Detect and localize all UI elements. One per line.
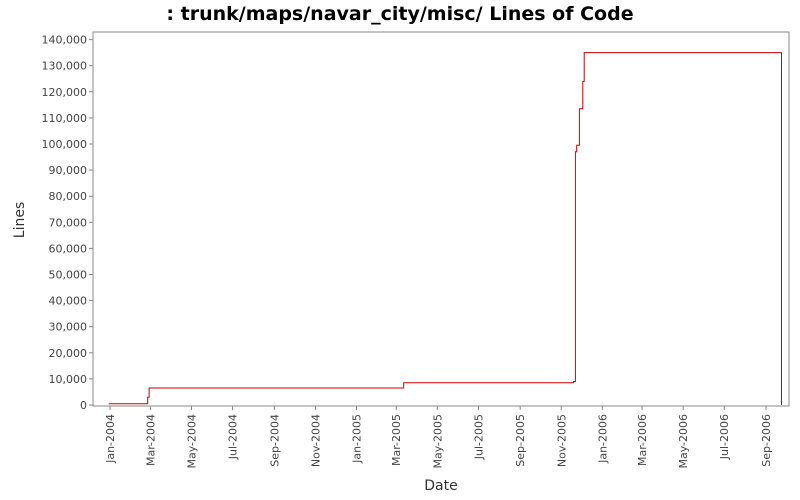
x-tick-label: Mar-2004 [144,414,157,466]
y-axis: 0 10,000 20,000 30,000 40,000 50,000 60,000 70,… [42,34,93,412]
x-axis-label: Date [424,478,457,494]
x-tick-label: Jul-2004 [227,414,240,460]
y-axis-label: Lines [12,202,28,238]
lines-of-code-series [108,52,782,405]
x-tick-label: Jan-2006 [596,414,609,464]
y-tick-label: 70,000 [49,216,88,229]
y-tick-label: 130,000 [42,60,88,73]
x-tick-label: Jan-2005 [351,414,364,464]
y-tick-label: 10,000 [49,373,88,386]
x-tick-label: Jul-2005 [472,414,485,460]
x-tick-label: Jul-2006 [718,414,731,460]
x-tick-label: Mar-2005 [390,414,403,466]
y-tick-label: 60,000 [49,242,88,255]
x-tick-label: May-2006 [677,414,690,469]
y-tick-label: 0 [80,399,87,412]
plot-area [92,31,790,407]
y-tick-label: 110,000 [42,112,88,125]
x-tick-label: May-2004 [185,414,198,469]
y-tick-label: 120,000 [42,86,88,99]
x-tick-label: May-2005 [431,414,444,469]
y-tick-label: 80,000 [49,190,88,203]
x-axis: Jan-2004 Mar-2004 May-2004 Jul-2004 Sep-2004… [104,406,773,469]
x-tick-label: Sep-2004 [268,414,281,467]
x-tick-label: Sep-2005 [514,414,527,467]
x-tick-label: Jan-2004 [104,414,117,464]
y-tick-label: 140,000 [42,34,88,47]
x-tick-label: Sep-2006 [760,414,773,467]
series-layer [108,52,782,405]
y-tick-label: 30,000 [49,321,88,334]
y-tick-label: 100,000 [42,138,88,151]
x-tick-label: Mar-2006 [636,414,649,466]
y-tick-label: 90,000 [49,164,88,177]
chart-title: : trunk/maps/navar_city/misc/ Lines of C… [166,3,633,25]
y-tick-label: 20,000 [49,347,88,360]
x-tick-label: Nov-2004 [309,414,322,467]
x-tick-label: Nov-2005 [555,414,568,467]
y-tick-label: 50,000 [49,269,88,282]
y-tick-label: 40,000 [49,295,88,308]
